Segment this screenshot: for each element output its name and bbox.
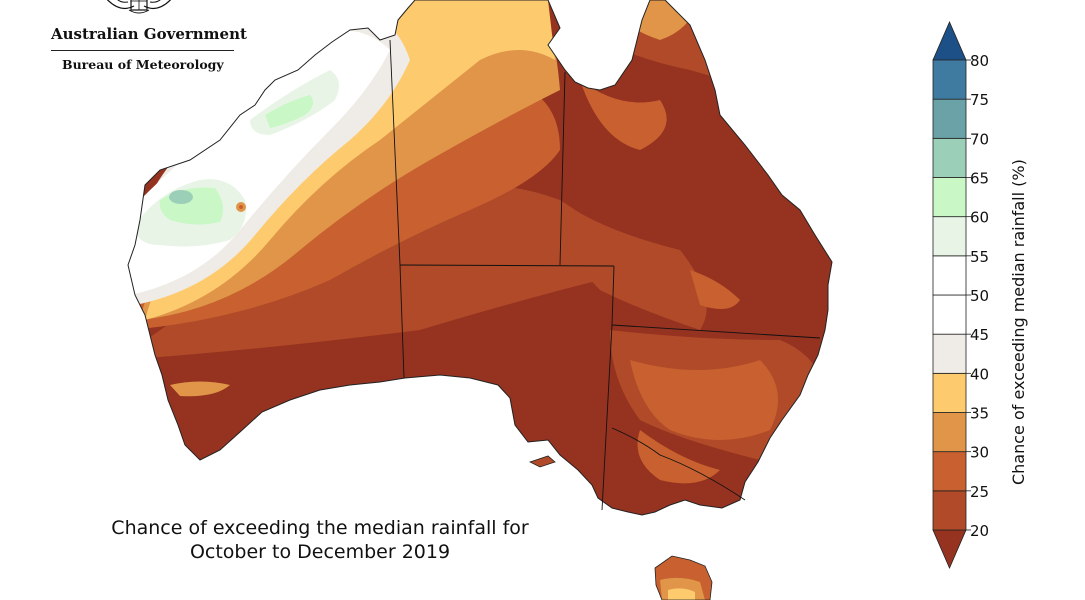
colorbar-legend: 20 25 30 35 40 45 50 55 60 65 70 75 80 <box>932 20 989 570</box>
legend-tick-label: 35 <box>970 405 989 423</box>
australia-rainfall-map <box>127 0 833 600</box>
legend-bin <box>932 451 967 492</box>
caption-line-1: Chance of exceeding the median rainfall … <box>111 517 529 539</box>
government-logo: Australian Government Bureau of Meteorol… <box>22 0 247 80</box>
legend-bin-below-20 <box>932 529 967 570</box>
legend-tick-label: 50 <box>970 287 989 305</box>
legend-bin <box>932 294 967 335</box>
legend-tick-label: 45 <box>970 326 989 344</box>
map-caption: Chance of exceeding the median rainfall … <box>70 516 570 564</box>
legend-tick-label: 60 <box>970 209 989 227</box>
bureau-name: Bureau of Meteorology <box>62 57 224 72</box>
legend-tick-label: 40 <box>970 365 989 383</box>
legend-title: Chance of exceeding median rainfall (%) <box>1009 159 1028 485</box>
legend-tick-label: 70 <box>970 130 989 148</box>
state-borders <box>389 39 821 511</box>
caption-line-2: October to December 2019 <box>189 541 451 563</box>
legend-bin <box>932 177 967 218</box>
legend-tick-label: 80 <box>970 52 989 70</box>
logo-divider <box>51 50 234 51</box>
government-name: Australian Government <box>51 25 247 43</box>
legend-tick-label: 55 <box>970 248 989 266</box>
legend-bin <box>932 490 967 531</box>
legend-tick-label: 65 <box>970 170 989 188</box>
legend-bin <box>932 255 967 296</box>
legend-tick-label: 25 <box>970 483 989 501</box>
mainland-forecast-field <box>128 0 832 515</box>
legend-tick-label: 20 <box>970 522 989 540</box>
legend-bin <box>932 59 967 100</box>
legend-bin <box>932 412 967 453</box>
legend-bin-above-80 <box>932 20 967 61</box>
coat-of-arms-icon <box>106 0 172 14</box>
legend-tick-label: 30 <box>970 444 989 462</box>
tasmania <box>654 555 713 600</box>
legend-tick-label: 75 <box>970 91 989 109</box>
coastline <box>127 0 833 516</box>
legend-bin <box>932 372 967 413</box>
legend-bin <box>932 333 967 374</box>
legend-bin <box>932 98 967 139</box>
legend-bin <box>932 137 967 178</box>
legend-bin <box>932 216 967 257</box>
kangaroo-island <box>528 455 556 468</box>
